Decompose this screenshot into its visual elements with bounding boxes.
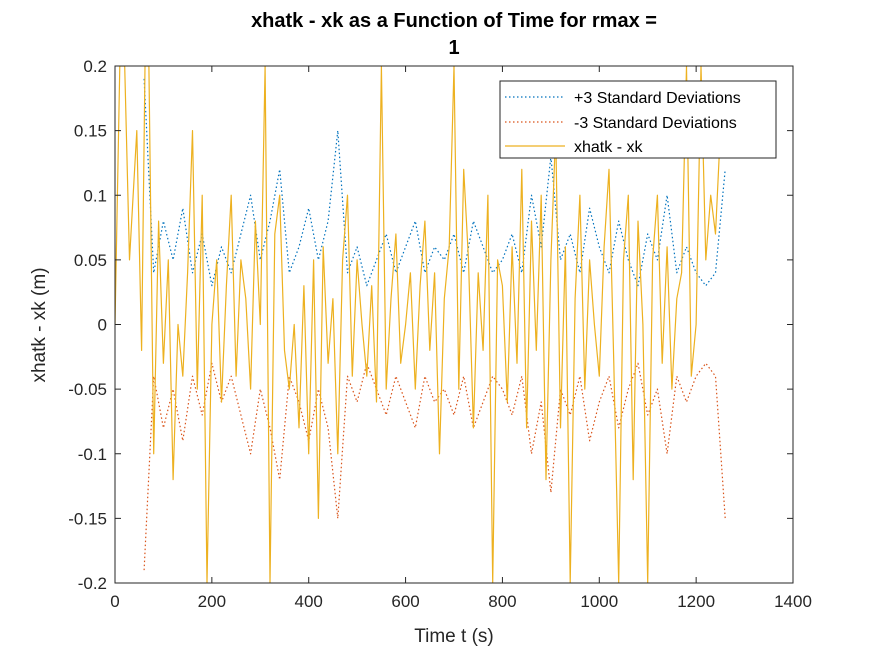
y-tick-label: 0.1 <box>83 186 107 205</box>
chart-title-line2: 1 <box>448 37 459 59</box>
x-tick-label: 800 <box>488 592 516 611</box>
series-xhatk-minus-xk <box>115 66 721 583</box>
x-tick-label: 0 <box>110 592 119 611</box>
x-axis-label: Time t (s) <box>414 626 494 647</box>
x-tick-label: 400 <box>295 592 323 611</box>
x-axis: 0 200 400 600 800 1000 1200 1400 <box>110 66 812 611</box>
legend-label-minus3: -3 Standard Deviations <box>574 115 737 132</box>
x-tick-label: 1200 <box>677 592 715 611</box>
y-tick-label: -0.15 <box>68 509 107 528</box>
x-tick-label: 1400 <box>774 592 812 611</box>
y-tick-label: -0.1 <box>78 445 107 464</box>
legend-label-error: xhatk - xk <box>574 139 643 156</box>
y-axis: -0.2 -0.15 -0.1 -0.05 0 0.05 0.1 0.15 0.2 <box>68 57 793 593</box>
y-tick-label: -0.2 <box>78 574 107 593</box>
series-minus3-std <box>143 362 726 571</box>
series-plus3-std <box>143 78 726 287</box>
y-tick-label: 0.2 <box>83 57 107 76</box>
legend: +3 Standard Deviations -3 Standard Devia… <box>499 80 777 159</box>
y-tick-label: 0 <box>98 316 107 335</box>
y-axis-label: xhatk - xk (m) <box>29 267 50 382</box>
chart-title-line1: xhatk - xk as a Function of Time for rma… <box>251 10 657 32</box>
y-tick-label: 0.05 <box>74 251 107 270</box>
y-tick-label: -0.05 <box>68 380 107 399</box>
legend-box <box>499 80 777 159</box>
series-layer <box>115 66 726 583</box>
x-tick-label: 1000 <box>580 592 618 611</box>
x-tick-label: 200 <box>198 592 226 611</box>
x-tick-label: 600 <box>391 592 419 611</box>
legend-label-plus3: +3 Standard Deviations <box>574 90 741 107</box>
y-tick-label: 0.15 <box>74 122 107 141</box>
